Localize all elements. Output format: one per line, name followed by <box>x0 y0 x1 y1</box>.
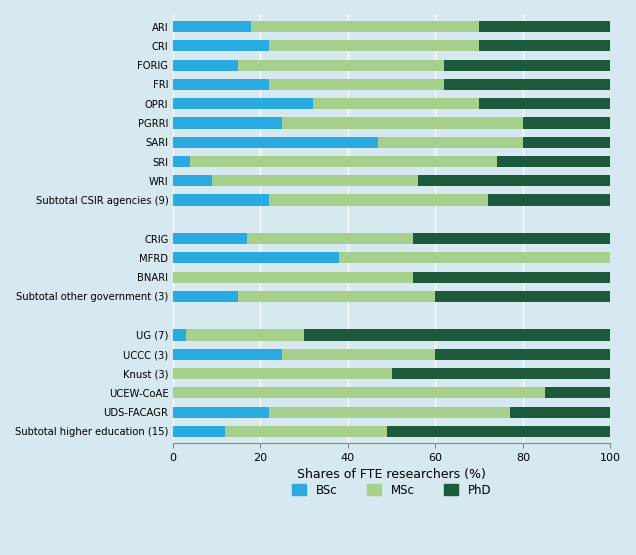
Bar <box>172 330 186 341</box>
Bar <box>282 117 523 129</box>
Bar <box>435 349 611 360</box>
Bar <box>238 59 444 70</box>
Bar <box>413 271 611 282</box>
Bar <box>313 98 479 109</box>
Bar <box>251 21 479 32</box>
Legend: BSc, MSc, PhD: BSc, MSc, PhD <box>287 479 495 501</box>
Bar <box>378 137 523 148</box>
Bar <box>387 426 611 437</box>
Bar <box>545 387 611 398</box>
Bar <box>523 137 611 148</box>
X-axis label: Shares of FTE researchers (%): Shares of FTE researchers (%) <box>297 468 486 481</box>
Bar <box>479 41 611 52</box>
Bar <box>172 253 339 264</box>
Bar <box>172 156 190 167</box>
Bar <box>172 406 269 418</box>
Bar <box>444 59 611 70</box>
Bar <box>172 368 392 379</box>
Bar <box>212 175 418 186</box>
Bar <box>282 349 435 360</box>
Bar <box>247 233 413 244</box>
Bar <box>190 156 497 167</box>
Bar <box>238 291 435 302</box>
Bar <box>172 137 378 148</box>
Bar <box>172 291 238 302</box>
Bar <box>269 406 510 418</box>
Bar <box>479 98 611 109</box>
Bar <box>510 406 611 418</box>
Bar <box>269 41 479 52</box>
Bar <box>172 98 313 109</box>
Bar <box>269 194 488 206</box>
Bar <box>172 79 269 90</box>
Bar <box>479 21 611 32</box>
Bar <box>392 368 611 379</box>
Bar <box>435 291 611 302</box>
Bar <box>413 233 611 244</box>
Bar <box>304 330 611 341</box>
Bar <box>497 156 611 167</box>
Bar <box>418 175 611 186</box>
Bar <box>172 175 212 186</box>
Bar <box>172 21 251 32</box>
Bar <box>269 79 444 90</box>
Bar <box>523 117 611 129</box>
Bar <box>172 271 413 282</box>
Bar <box>225 426 387 437</box>
Bar <box>339 253 611 264</box>
Bar <box>186 330 304 341</box>
Bar <box>172 194 269 206</box>
Bar <box>172 426 225 437</box>
Bar <box>172 233 247 244</box>
Bar <box>444 79 611 90</box>
Bar <box>172 387 545 398</box>
Bar <box>172 117 282 129</box>
Bar <box>172 349 282 360</box>
Bar <box>488 194 611 206</box>
Bar <box>172 59 238 70</box>
Bar <box>172 41 269 52</box>
